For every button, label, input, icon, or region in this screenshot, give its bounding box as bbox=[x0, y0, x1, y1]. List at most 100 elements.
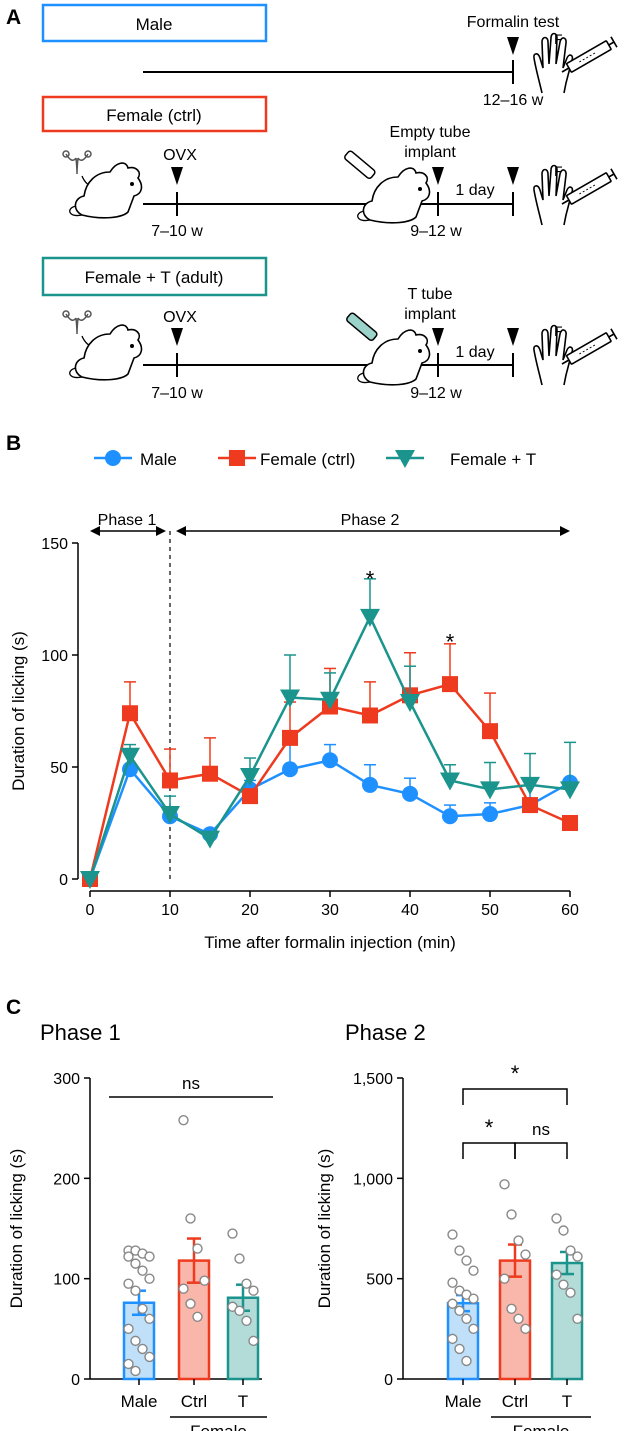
data-point bbox=[362, 776, 378, 793]
implant-arrow-icon bbox=[432, 167, 444, 185]
y-tick-label: 1,500 bbox=[353, 1071, 393, 1088]
individual-point bbox=[520, 1249, 531, 1260]
series-female-t bbox=[80, 578, 580, 889]
individual-point bbox=[178, 1283, 189, 1294]
individual-point bbox=[234, 1305, 245, 1316]
individual-point bbox=[144, 1313, 155, 1325]
male-age-label: 12–16 w bbox=[483, 92, 544, 109]
panel-a-label: A bbox=[6, 6, 21, 29]
phase-2-bar-chart: Phase 2 0 500 1,000 1,500 Duration of licking… bbox=[315, 1020, 591, 1431]
legend-marker bbox=[105, 450, 121, 466]
implant-age-label: 9–12 w bbox=[410, 223, 462, 240]
x-tick-label: T bbox=[562, 1392, 572, 1411]
panel-b-label: B bbox=[6, 432, 21, 455]
x-tick-label: 40 bbox=[401, 902, 419, 919]
individual-point bbox=[123, 1251, 134, 1262]
y-tick-label: 0 bbox=[71, 1372, 80, 1389]
ovx-age-label: 7–10 w bbox=[151, 385, 203, 402]
individual-point bbox=[447, 1229, 458, 1240]
formalin-arrow-icon bbox=[507, 37, 519, 55]
mouse-icon bbox=[357, 329, 431, 386]
female-group-label: Female bbox=[190, 1422, 247, 1431]
male-box-label: Male bbox=[136, 15, 173, 34]
x-tick-label: Male bbox=[121, 1392, 158, 1411]
individual-point bbox=[130, 1365, 141, 1377]
data-point bbox=[442, 808, 458, 825]
x-tick-label: Ctrl bbox=[502, 1392, 528, 1411]
individual-point bbox=[506, 1209, 517, 1220]
individual-point bbox=[513, 1235, 524, 1246]
implant-label-line2: implant bbox=[404, 306, 456, 323]
legend-marker bbox=[395, 450, 415, 468]
empty-tube-icon bbox=[344, 150, 376, 180]
phase-1-label: Phase 1 bbox=[98, 512, 157, 529]
y-tick-label: 1,000 bbox=[353, 1171, 393, 1188]
data-point bbox=[240, 767, 260, 786]
individual-point bbox=[192, 1311, 203, 1322]
formalin-test-label: Formalin test bbox=[467, 14, 560, 31]
interval-label: 1 day bbox=[455, 182, 494, 199]
x-axis-label: Time after formalin injection (min) bbox=[204, 933, 456, 952]
individual-point bbox=[506, 1303, 517, 1314]
significance-star: * bbox=[446, 629, 455, 654]
comparison-label: ns bbox=[532, 1120, 550, 1139]
ovx-arrow-icon bbox=[171, 167, 183, 185]
individual-point bbox=[137, 1303, 148, 1314]
phase-arrows: Phase 1 Phase 2 bbox=[90, 512, 570, 536]
individual-point bbox=[241, 1315, 252, 1327]
y-tick-label: 50 bbox=[50, 760, 68, 777]
data-point bbox=[80, 871, 100, 889]
data-point bbox=[482, 723, 498, 740]
comparison-label: ns bbox=[182, 1074, 200, 1093]
series-male bbox=[82, 743, 578, 887]
data-point bbox=[280, 689, 300, 708]
implant-label-line2: implant bbox=[404, 144, 456, 161]
y-tick-label: 100 bbox=[53, 1272, 80, 1289]
legend-label: Male bbox=[140, 450, 177, 469]
data-point bbox=[162, 772, 178, 789]
panel-c: C Phase 1 0 100 200 300 Duration of licking (… bbox=[6, 996, 591, 1431]
individual-point bbox=[447, 1298, 458, 1309]
individual-point bbox=[185, 1213, 196, 1224]
individual-point bbox=[137, 1265, 148, 1276]
timeline-female-t: Female + T (adult) OVX 7–10 w T tube bbox=[41, 256, 618, 402]
individual-point bbox=[565, 1245, 576, 1256]
data-point bbox=[120, 747, 140, 766]
individual-point bbox=[185, 1298, 196, 1309]
individual-point bbox=[123, 1323, 134, 1335]
data-point bbox=[360, 608, 380, 627]
svg-text:F: F bbox=[554, 323, 563, 339]
individual-point bbox=[178, 1114, 189, 1126]
female-t-box bbox=[41, 256, 268, 297]
y-tick-label: 300 bbox=[53, 1071, 80, 1088]
data-point bbox=[242, 788, 258, 805]
formalin-arrow-icon bbox=[507, 167, 519, 185]
y-axis-label: Duration of licking (s) bbox=[9, 631, 28, 791]
implant-arrow-icon bbox=[432, 328, 444, 346]
implant-age-label: 9–12 w bbox=[410, 385, 462, 402]
individual-point bbox=[144, 1251, 155, 1262]
data-point bbox=[282, 729, 298, 746]
individual-point bbox=[558, 1279, 569, 1290]
individual-point bbox=[565, 1287, 576, 1298]
x-tick-label: Ctrl bbox=[181, 1392, 207, 1411]
individual-point bbox=[461, 1255, 472, 1266]
timeline-female-ctrl: Female (ctrl) OVX 7–10 w Empty tube bbox=[41, 95, 618, 240]
phase-1-bar-chart: Phase 1 0 100 200 300 Duration of licking (s)… bbox=[7, 1020, 273, 1431]
y-tick-label: 0 bbox=[59, 872, 68, 889]
y-tick-label: 0 bbox=[384, 1372, 393, 1389]
data-point bbox=[202, 765, 218, 782]
paw-injection-icon: F bbox=[533, 323, 618, 386]
individual-point bbox=[454, 1305, 465, 1316]
x-tick-label: 50 bbox=[481, 902, 499, 919]
individual-point bbox=[468, 1265, 479, 1276]
individual-point bbox=[454, 1343, 465, 1355]
data-point bbox=[520, 776, 540, 795]
individual-point bbox=[130, 1258, 141, 1269]
individual-point bbox=[241, 1278, 252, 1289]
individual-point bbox=[520, 1323, 531, 1335]
comparison-label: * bbox=[485, 1115, 494, 1140]
individual-point bbox=[130, 1335, 141, 1347]
individual-point bbox=[461, 1355, 472, 1367]
data-point bbox=[122, 705, 138, 722]
